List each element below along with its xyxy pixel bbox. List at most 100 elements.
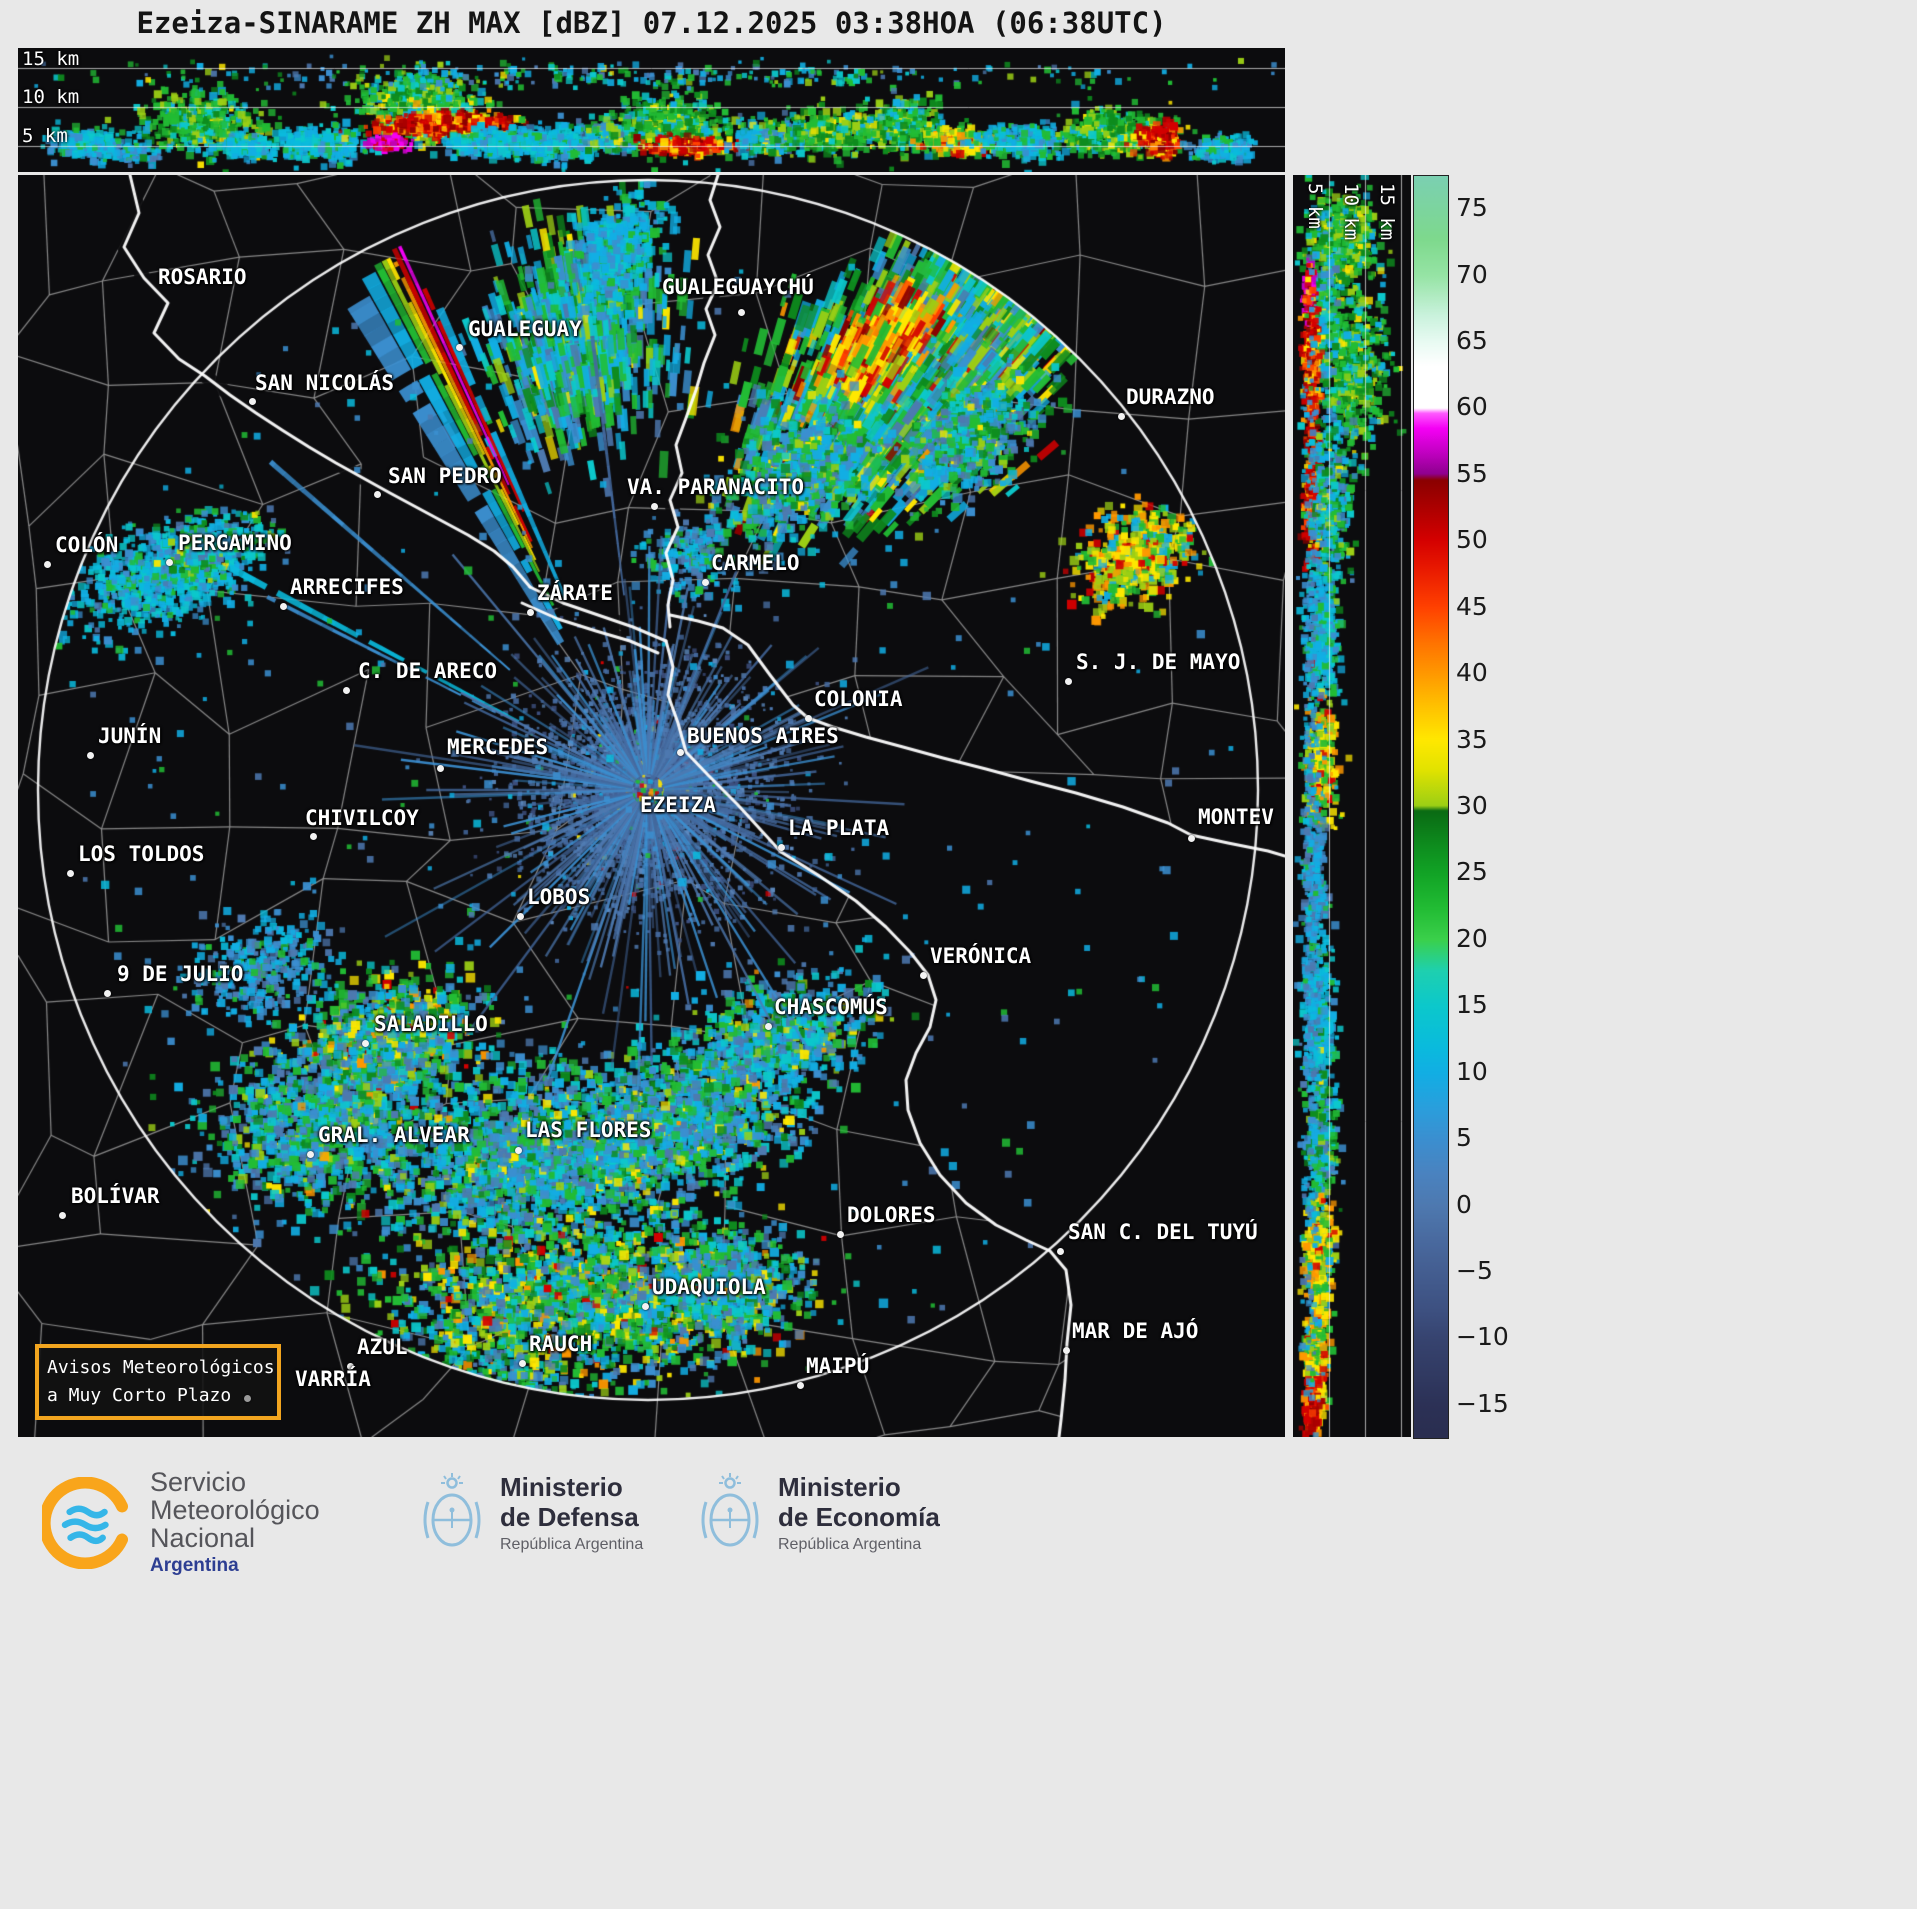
city-dot [373,490,381,498]
colorbar-tick: 0 [1456,1189,1472,1219]
city-label: LOS TOLDOS [78,842,205,866]
city-label: UDAQUIOLA [652,1275,766,1299]
city-label: RAUCH [529,1332,593,1356]
city-dot [919,971,927,979]
ministry-subtitle: República Argentina [500,1536,644,1553]
top-cross-section [18,48,1285,172]
smn-name-line: Meteorológico [150,1495,320,1525]
colorbar-tick: 20 [1456,923,1488,953]
city-dot [58,1211,66,1219]
city-label: AZUL [357,1335,408,1359]
city-dot [86,751,94,759]
colorbar-tick: 60 [1456,392,1488,422]
colorbar-tick: −10 [1456,1322,1509,1352]
economia-logo-group: Ministerio de Economía República Argenti… [698,1470,940,1556]
footer: Servicio Meteorológico Nacional Argentin… [0,1458,1917,1588]
city-label: MONTEV [1198,805,1274,829]
city-label: COLONIA [814,687,903,711]
city-dot [66,869,74,877]
smn-name-line: Nacional [150,1523,256,1553]
city-dot [248,397,256,405]
ministry-name-line: de Economía [778,1502,940,1532]
colorbar-tick: 65 [1456,326,1488,356]
city-label: CHASCOMÚS [774,995,888,1019]
colorbar-tick: 10 [1456,1056,1488,1086]
city-dot [279,602,287,610]
city-dot [777,843,785,851]
city-label: COLÓN [55,533,119,557]
city-label: CHIVILCOY [305,806,419,830]
colorbar-tick: 70 [1456,259,1488,289]
city-label: SAN NICOLÁS [255,371,395,395]
city-dot [346,1362,354,1370]
city-dot [764,1022,772,1030]
warning-box: Avisos Meteorológicos a Muy Corto Plazo [35,1344,281,1420]
city-dot [455,343,463,351]
city-dot [309,832,317,840]
city-label: LOBOS [527,885,591,909]
colorbar-tick: 45 [1456,591,1488,621]
city-dot [516,912,524,920]
city-dot [804,714,812,722]
city-label: ZÁRATE [537,581,613,605]
colorbar-tick: 40 [1456,658,1488,688]
city-label: VERÓNICA [930,944,1032,968]
city-dot [1117,412,1125,420]
city-label: MAIPÚ [806,1354,870,1378]
city-label: BOLÍVAR [71,1184,160,1208]
warning-line1: Avisos Meteorológicos [47,1357,275,1378]
city-label: LA PLATA [788,816,890,840]
city-dot [1064,677,1072,685]
warning-line2: a Muy Corto Plazo [47,1385,232,1406]
city-dot [641,1302,649,1310]
city-layer: Avisos Meteorológicos a Muy Corto Plazo … [18,175,1285,1437]
city-dot [676,748,684,756]
coat-of-arms-icon [701,1473,759,1547]
coat-of-arms-icon [423,1473,481,1547]
city-label: SAN C. DEL TUYÚ [1068,1220,1258,1244]
city-label: SALADILLO [374,1012,488,1036]
city-label: EZEIZA [640,793,716,817]
colorbar-tick: −5 [1456,1255,1493,1285]
city-label: 9 DE JULIO [117,962,244,986]
city-label: ARRECIFES [290,575,404,599]
city-label: S. J. DE MAYO [1076,650,1241,674]
city-label: C. DE ARECO [358,659,498,683]
city-label: ROSARIO [158,265,247,289]
colorbar-tick: 15 [1456,990,1488,1020]
side-cross-section [1293,175,1411,1437]
page-title: Ezeiza-SINARAME ZH MAX [dBZ] 07.12.2025 … [136,6,1167,40]
city-dot [1062,1346,1070,1354]
city-dot [243,1394,251,1402]
colorbar-tick: 55 [1456,458,1488,488]
city-dot [526,608,534,616]
city-dot [342,686,350,694]
colorbar-tick: 75 [1456,193,1488,223]
city-label: GUALEGUAY [468,317,582,341]
city-dot [165,558,173,566]
city-dot [306,1150,314,1158]
city-dot [836,1230,844,1238]
radar-map [18,175,1285,1437]
city-dot [796,1381,804,1389]
smn-logo-group: Servicio Meteorológico Nacional Argentin… [42,1468,320,1577]
colorbar-tick: 30 [1456,791,1488,820]
defensa-logo-group: Ministerio de Defensa República Argentin… [420,1470,643,1556]
colorbar-tick: 50 [1456,525,1488,555]
city-dot [1056,1247,1064,1255]
smn-country: Argentina [150,1555,239,1576]
city-dot [518,1359,526,1367]
city-dot [103,989,111,997]
smn-logo-icon [42,1476,129,1569]
city-label: LAS FLORES [525,1118,652,1142]
ministry-name-line: de Defensa [500,1502,639,1532]
city-dot [701,578,709,586]
city-label: GUALEGUAYCHÚ [662,275,814,299]
city-dot [436,764,444,772]
city-label: PERGAMINO [178,531,292,555]
city-label: DOLORES [847,1203,936,1227]
city-label: CARMELO [711,551,800,575]
city-label: GRAL. ALVEAR [318,1123,470,1147]
ministry-subtitle: República Argentina [778,1536,922,1553]
